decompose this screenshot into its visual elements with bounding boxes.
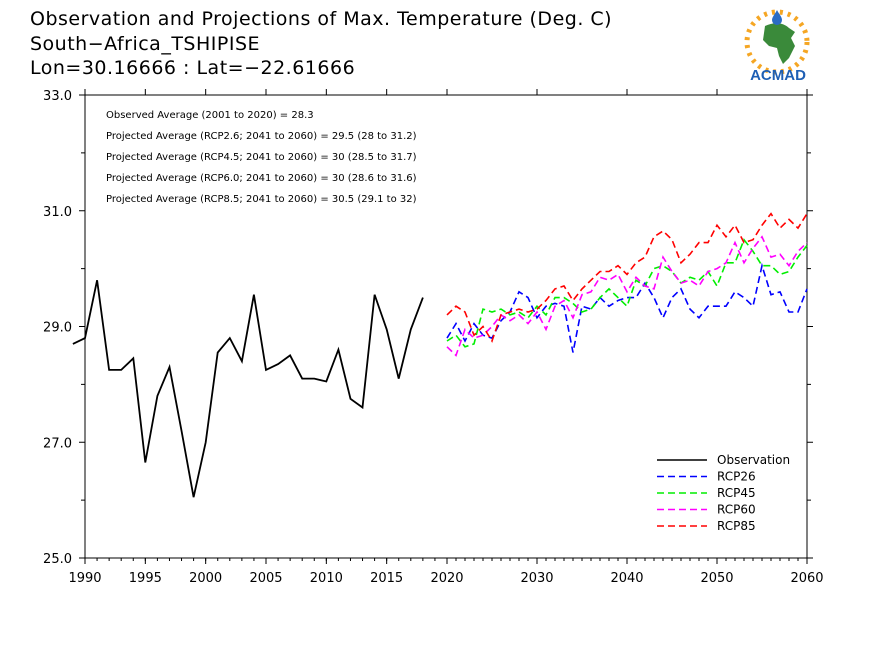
legend-label-observation: Observation bbox=[717, 453, 790, 467]
chart-title: Observation and Projections of Max. Temp… bbox=[30, 8, 613, 30]
legend-label-rcp26: RCP26 bbox=[717, 470, 756, 484]
annotation-4: Projected Average (RCP8.5; 2041 to 2060)… bbox=[106, 194, 417, 205]
legend-label-rcp85: RCP85 bbox=[717, 519, 756, 533]
y-tick-label: 27.0 bbox=[43, 436, 72, 451]
series-line-rcp60 bbox=[446, 235, 808, 357]
series-layer bbox=[72, 212, 808, 498]
location-coords: Lon=30.16666 : Lat=−22.61666 bbox=[30, 57, 356, 79]
x-axis: 1990 1995 2000 2005 2010 2015 2020 2030 2040 2050… bbox=[68, 89, 824, 586]
x-tick-label: 2020 bbox=[430, 571, 463, 586]
x-tick-label: 2050 bbox=[700, 571, 733, 586]
x-tick-label: 2015 bbox=[370, 571, 403, 586]
water-drop-icon bbox=[772, 10, 782, 25]
y-tick-label: 29.0 bbox=[43, 321, 72, 336]
plot-frame bbox=[84, 94, 808, 559]
location-name: South−Africa_TSHIPISE bbox=[30, 33, 261, 55]
annotation-2: Projected Average (RCP4.5; 2041 to 2060)… bbox=[106, 152, 417, 163]
annotations: Observed Average (2001 to 2020) = 28.3 Pr… bbox=[106, 110, 417, 205]
annotation-0: Observed Average (2001 to 2020) = 28.3 bbox=[106, 110, 314, 121]
series-line-rcp26 bbox=[446, 262, 808, 353]
legend-label-rcp60: RCP60 bbox=[717, 503, 756, 517]
legend-label-rcp45: RCP45 bbox=[717, 486, 756, 500]
x-tick-label: 2010 bbox=[310, 571, 343, 586]
acmad-logo: ACMAD bbox=[744, 9, 810, 84]
x-tick-label: 1995 bbox=[129, 571, 162, 586]
annotation-3: Projected Average (RCP6.0; 2041 to 2060)… bbox=[106, 173, 417, 184]
series-line-rcp85 bbox=[446, 212, 808, 343]
y-tick-label: 31.0 bbox=[43, 205, 72, 220]
y-axis: 25.0 27.0 29.0 31.0 33.0 bbox=[43, 89, 813, 567]
x-tick-label: 2005 bbox=[249, 571, 282, 586]
series-line-rcp45 bbox=[446, 238, 808, 348]
y-tick-label: 25.0 bbox=[43, 552, 72, 567]
x-tick-label: 1990 bbox=[68, 571, 101, 586]
x-tick-label: 2040 bbox=[610, 571, 643, 586]
series-line-observation bbox=[72, 280, 424, 498]
x-tick-label: 2000 bbox=[189, 571, 222, 586]
x-tick-label: 2060 bbox=[790, 571, 823, 586]
annotation-1: Projected Average (RCP2.6; 2041 to 2060)… bbox=[106, 131, 417, 142]
sun-rays-icon bbox=[744, 9, 810, 75]
legend: Observation RCP26 RCP45 RCP60 RCP85 bbox=[657, 453, 790, 533]
africa-icon bbox=[763, 23, 795, 64]
y-tick-label: 33.0 bbox=[43, 89, 72, 104]
acmad-logo-text: ACMAD bbox=[750, 67, 806, 84]
x-tick-label: 2030 bbox=[520, 571, 553, 586]
